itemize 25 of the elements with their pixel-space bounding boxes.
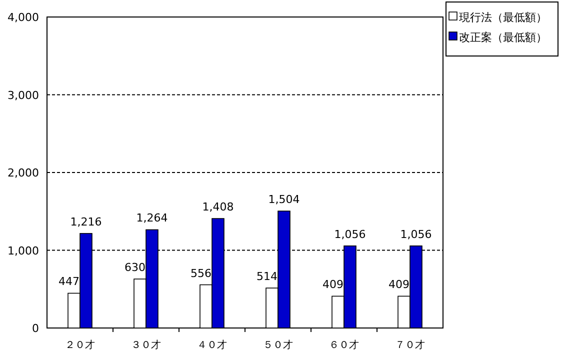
data-label: 1,504 <box>268 193 300 206</box>
y-tick-label: 3,000 <box>8 88 39 102</box>
data-label: 1,408 <box>202 200 234 214</box>
x-tick-label: ３０才 <box>131 339 161 351</box>
data-label: 1,056 <box>400 228 432 241</box>
data-label: 514 <box>256 270 278 284</box>
y-tick-label: 2,000 <box>8 166 39 180</box>
data-label: 630 <box>124 261 146 274</box>
data-label: 409 <box>322 278 344 292</box>
data-label: 1,264 <box>136 212 168 225</box>
legend-label: 改正案（最低額） <box>459 31 547 44</box>
x-tick-label: ５０才 <box>263 339 293 351</box>
y-tick-label: 0 <box>32 322 39 335</box>
data-label: 556 <box>190 266 212 280</box>
x-tick-label: ７０才 <box>395 339 425 351</box>
data-label: 1,216 <box>70 215 102 228</box>
x-tick-label: ４０才 <box>197 339 227 351</box>
data-label: 409 <box>388 278 410 292</box>
data-label: 1,056 <box>334 228 366 241</box>
y-tick-label: 4,000 <box>8 11 39 24</box>
legend-label: 現行法（最低額） <box>459 11 547 24</box>
y-tick-label: 1,000 <box>8 244 39 258</box>
x-tick-label: ６０才 <box>329 339 359 351</box>
x-tick-label: ２０才 <box>65 339 95 351</box>
data-label: 447 <box>58 275 80 288</box>
